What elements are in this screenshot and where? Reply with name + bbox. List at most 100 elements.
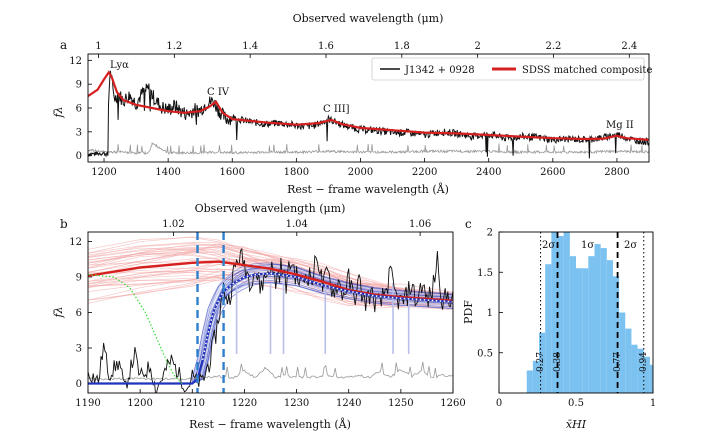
panel-a-ticks: 1200 1400 1600 1800 2000 2200 2400 2600 2800 0 3 6 9… — [69, 41, 637, 178]
annotation-1sigma: 1σ — [581, 240, 594, 251]
panel-a-top-xtick-label: 2.2 — [546, 41, 562, 52]
panel-a-error-spectrum — [88, 141, 649, 156]
panel-b-xtick-label: 1220 — [232, 398, 257, 409]
histogram-bar — [649, 364, 653, 393]
histogram-bar — [557, 236, 564, 393]
panel-b-ytick-label: 6 — [76, 308, 82, 319]
panel-b-y-axis-label: fλ — [52, 306, 65, 318]
panel-a-top-xtick-label: 1.6 — [318, 41, 334, 52]
panel-a-xtick-label: 2800 — [604, 167, 629, 178]
histogram-bar — [612, 276, 620, 393]
panel-b-blue-model-bundle — [88, 262, 453, 384]
histogram-bar — [539, 332, 546, 393]
panel-c-interval-lines — [540, 232, 645, 393]
legend-label-spectrum: J1342 + 0928 — [404, 65, 475, 76]
red-model-sample — [88, 243, 453, 293]
histogram-bar — [582, 268, 589, 393]
panel-b-xtick-label: 1250 — [388, 398, 413, 409]
line-label-civ: C IV — [207, 87, 230, 98]
panel-a-top-axis-label: Observed wavelength (μm) — [293, 12, 444, 25]
red-model-sample — [88, 274, 453, 309]
panel-b-xtick-label: 1260 — [440, 398, 465, 409]
histogram-bar — [551, 232, 558, 393]
panel-b-model-dotted-line — [201, 272, 453, 361]
panel-a-ytick-label: 3 — [76, 127, 82, 138]
panel-c-frame — [498, 231, 654, 394]
panel-a-xtick-label: 1400 — [155, 167, 180, 178]
annotation-2sigma-right: 2σ — [624, 240, 637, 251]
line-label-ciii: C III] — [323, 104, 350, 115]
panel-b-ytick-label: 12 — [69, 237, 82, 248]
panel-b-top-axis-label: Observed wavelength (μm) — [195, 202, 346, 215]
panel-b: b Observed wavelength (μm) Rest − frame … — [52, 202, 466, 431]
panel-a-frame — [87, 53, 650, 163]
histogram-bar — [526, 370, 533, 393]
panel-a-xtick-label: 2000 — [348, 167, 373, 178]
histogram-bar — [588, 256, 595, 393]
red-model-sample — [88, 242, 453, 299]
histogram-bar — [619, 312, 626, 393]
panel-b-ticks: 1190 1200 1210 1220 1230 1240 1250 1260 0 3 6 9 12 1.… — [69, 219, 465, 409]
panel-c-xtick-label: 0.5 — [568, 398, 584, 409]
panel-b-error-spectrum — [88, 361, 453, 381]
panel-a-ytick-label: 0 — [76, 151, 82, 162]
panel-a-composite-line — [88, 70, 649, 141]
panel-a-xtick-label: 2600 — [540, 167, 565, 178]
panel-c-xtick-label: 0 — [496, 398, 502, 409]
panel-b-xtick-label: 1210 — [180, 398, 205, 409]
panel-b-xtick-label: 1240 — [336, 398, 361, 409]
histogram-bar — [532, 360, 540, 393]
panel-c: c x̄HI PDF 0 0.5 1 0.5 1 1.5 2 2σ 1σ 2σ 0.27 0… — [462, 217, 656, 431]
panel-b-top-xtick-label: 1.02 — [162, 219, 184, 230]
panel-b-label: b — [60, 217, 68, 231]
annotation-2sigma-left: 2σ — [542, 240, 555, 251]
panel-b-composite-line — [88, 260, 453, 302]
blue-model-sample — [88, 275, 453, 384]
histogram-bar — [563, 232, 570, 393]
histogram-bar — [594, 244, 601, 393]
panel-b-xtick-label: 1200 — [127, 398, 152, 409]
legend-label-composite: SDSS matched composite — [522, 65, 652, 76]
vline-label-077: 0.77 — [613, 352, 623, 372]
panel-c-label: c — [465, 217, 472, 231]
panel-a-ytick-label: 6 — [76, 104, 82, 115]
panel-b-top-xtick-label: 1.06 — [409, 219, 431, 230]
panel-a-top-xtick-label: 1.8 — [394, 41, 410, 52]
panel-a-ytick-label: 12 — [69, 56, 82, 67]
line-label-mgii: Mg II — [606, 120, 634, 131]
panel-a-label: a — [60, 38, 67, 52]
panel-c-y-axis-label: PDF — [462, 300, 475, 324]
panel-a-top-xtick-label: 1 — [95, 41, 101, 52]
red-model-sample — [88, 244, 453, 295]
panel-a-xtick-label: 1200 — [91, 167, 116, 178]
panel-b-ytick-label: 9 — [76, 272, 82, 283]
panel-c-ytick-label: 1.5 — [477, 268, 493, 279]
panel-b-ytick-label: 3 — [76, 344, 82, 355]
panel-a-xtick-label: 2200 — [412, 167, 437, 178]
histogram-bar — [625, 328, 632, 393]
panel-a-xtick-label: 2400 — [476, 167, 501, 178]
red-model-sample — [88, 237, 453, 298]
panel-a-top-xtick-label: 1.4 — [242, 41, 258, 52]
panel-a-xtick-label: 1600 — [220, 167, 245, 178]
panel-b-top-xtick-label: 1.04 — [286, 219, 308, 230]
histogram-bar — [600, 248, 607, 393]
panel-b-xtick-label: 1230 — [284, 398, 309, 409]
panel-a-top-xtick-label: 2.4 — [621, 41, 637, 52]
panel-b-frame — [87, 231, 454, 394]
histogram-bar — [643, 356, 650, 393]
histogram-bar — [545, 264, 552, 393]
panel-a-top-xtick-label: 2 — [474, 41, 480, 52]
panel-c-ytick-label: 2 — [487, 228, 493, 239]
panel-b-xtick-label: 1190 — [75, 398, 100, 409]
panel-c-ytick-label: 0.5 — [477, 348, 493, 359]
vline-label-094: 0.94 — [639, 352, 649, 372]
histogram-bar — [576, 268, 583, 393]
panel-a-ytick-label: 9 — [76, 80, 82, 91]
histogram-bar — [637, 348, 644, 393]
histogram-bar — [606, 260, 613, 393]
panel-c-histogram — [526, 232, 653, 393]
panel-a-legend: J1342 + 0928 SDSS matched composite — [371, 57, 652, 81]
panel-a-x-axis-label: Rest − frame wavelength (Å) — [287, 182, 449, 196]
